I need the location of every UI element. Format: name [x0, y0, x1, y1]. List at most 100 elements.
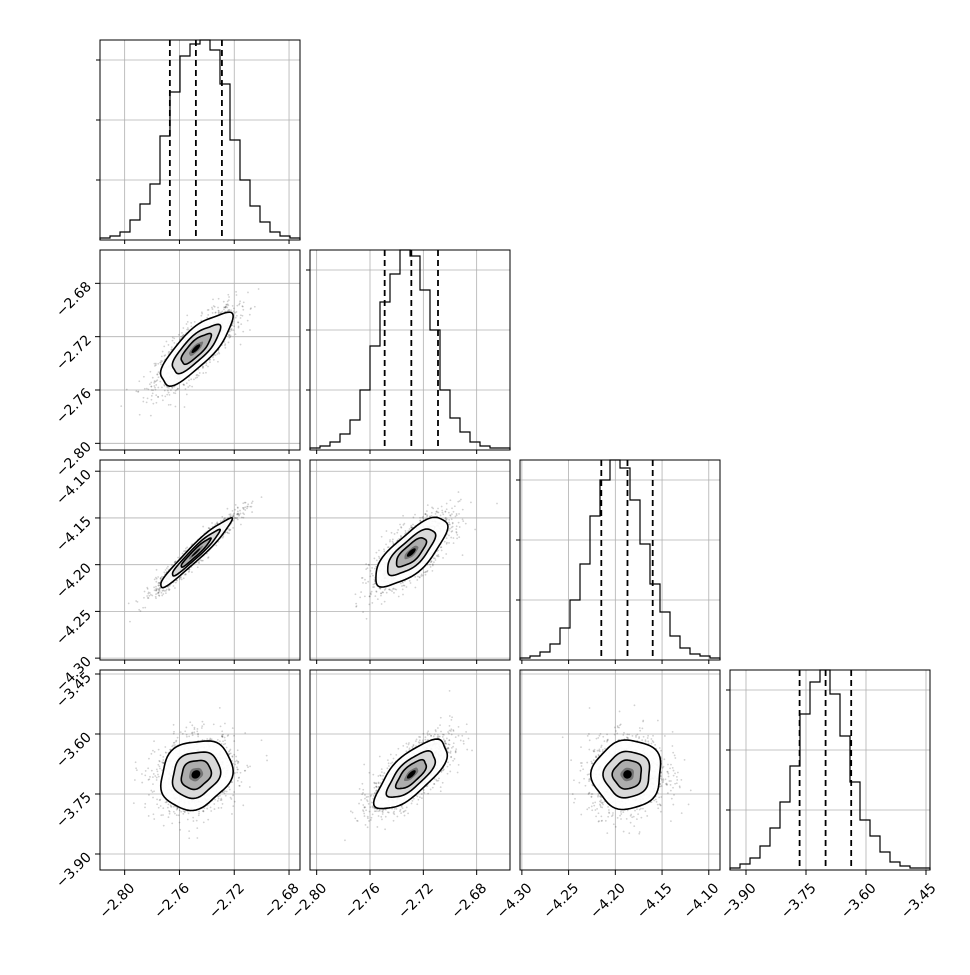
scatter-point [440, 514, 442, 516]
scatter-point [446, 542, 448, 544]
scatter-point [238, 327, 240, 329]
scatter-point [372, 575, 374, 577]
scatter-point [156, 569, 158, 571]
scatter-point [364, 579, 366, 581]
scatter-point [432, 565, 434, 567]
scatter-point [167, 566, 169, 568]
scatter-point [390, 589, 392, 591]
scatter-point [243, 517, 245, 519]
scatter-point [163, 571, 165, 573]
scatter-point [190, 378, 192, 380]
scatter-point [214, 808, 216, 810]
scatter-point [207, 314, 209, 316]
scatter-point [152, 776, 154, 778]
scatter-point [371, 573, 373, 575]
scatter-point [157, 576, 159, 578]
scatter-point [181, 579, 183, 581]
scatter-point [242, 315, 244, 317]
scatter-point [392, 541, 394, 543]
scatter-point [181, 335, 183, 337]
scatter-point [221, 730, 223, 732]
scatter-point [250, 308, 252, 310]
scatter-point [243, 302, 245, 304]
scatter-point [182, 384, 184, 386]
scatter-point [187, 819, 189, 821]
scatter-point [449, 514, 451, 516]
scatter-point [197, 566, 199, 568]
scatter-point [186, 394, 188, 396]
scatter-point [173, 742, 175, 744]
scatter-point [142, 401, 144, 403]
scatter-point [152, 783, 154, 785]
scatter-point [430, 566, 432, 568]
scatter-point [448, 519, 450, 521]
scatter-point [184, 406, 186, 408]
scatter-point [449, 528, 451, 530]
scatter-point [401, 585, 403, 587]
scatter-point [240, 323, 242, 325]
scatter-point [386, 530, 388, 532]
scatter-point [370, 570, 372, 572]
scatter-point [227, 734, 229, 736]
scatter-point [385, 543, 387, 545]
scatter-point [198, 562, 200, 564]
scatter-point [234, 517, 236, 519]
scatter-point [175, 560, 177, 562]
scatter-point [381, 536, 383, 538]
hist-step-0 [100, 40, 300, 240]
scatter-point [421, 573, 423, 575]
scatter-point [231, 813, 233, 815]
scatter-point [191, 724, 193, 726]
scatter-point [207, 557, 209, 559]
scatter-point [451, 527, 453, 529]
scatter-point [376, 591, 378, 593]
scatter-point [193, 378, 195, 380]
scatter-point [396, 532, 398, 534]
scatter-point [435, 559, 437, 561]
scatter-point [371, 591, 373, 593]
scatter-point [216, 353, 218, 355]
scatter-point [378, 556, 380, 558]
scatter-point [147, 588, 149, 590]
scatter-point [155, 394, 157, 396]
scatter-point [220, 520, 222, 522]
scatter-point [214, 306, 216, 308]
scatter-point [266, 755, 268, 757]
scatter-point [173, 811, 175, 813]
scatter-point [120, 405, 122, 407]
scatter-point [210, 810, 212, 812]
scatter-point [137, 391, 139, 393]
scatter-point [159, 765, 161, 767]
scatter-point [432, 508, 434, 510]
scatter-point [362, 582, 364, 584]
scatter-point [178, 334, 180, 336]
scatter-point [168, 404, 170, 406]
scatter-point [228, 334, 230, 336]
scatter-point [157, 774, 159, 776]
scatter-point [462, 509, 464, 511]
scatter-point [144, 775, 146, 777]
scatter-point [237, 513, 239, 515]
scatter-point [380, 592, 382, 594]
scatter-point [148, 595, 150, 597]
scatter-point [436, 555, 438, 557]
scatter-point [240, 314, 242, 316]
scatter-point [157, 363, 159, 365]
scatter-point [237, 507, 239, 509]
scatter-point [232, 510, 234, 512]
scatter-point [162, 807, 164, 809]
scatter-point [249, 765, 251, 767]
scatter-point [453, 542, 455, 544]
hist-step-3 [730, 670, 930, 870]
scatter-point [431, 560, 433, 562]
scatter-point [426, 516, 428, 518]
scatter-point [442, 557, 444, 559]
scatter-point [406, 586, 408, 588]
scatter-point [168, 392, 170, 394]
scatter-point [149, 371, 151, 373]
scatter-point [251, 502, 253, 504]
scatter-point [383, 551, 385, 553]
scatter-point [212, 298, 214, 300]
scatter-point [227, 508, 229, 510]
scatter-point [217, 739, 219, 741]
